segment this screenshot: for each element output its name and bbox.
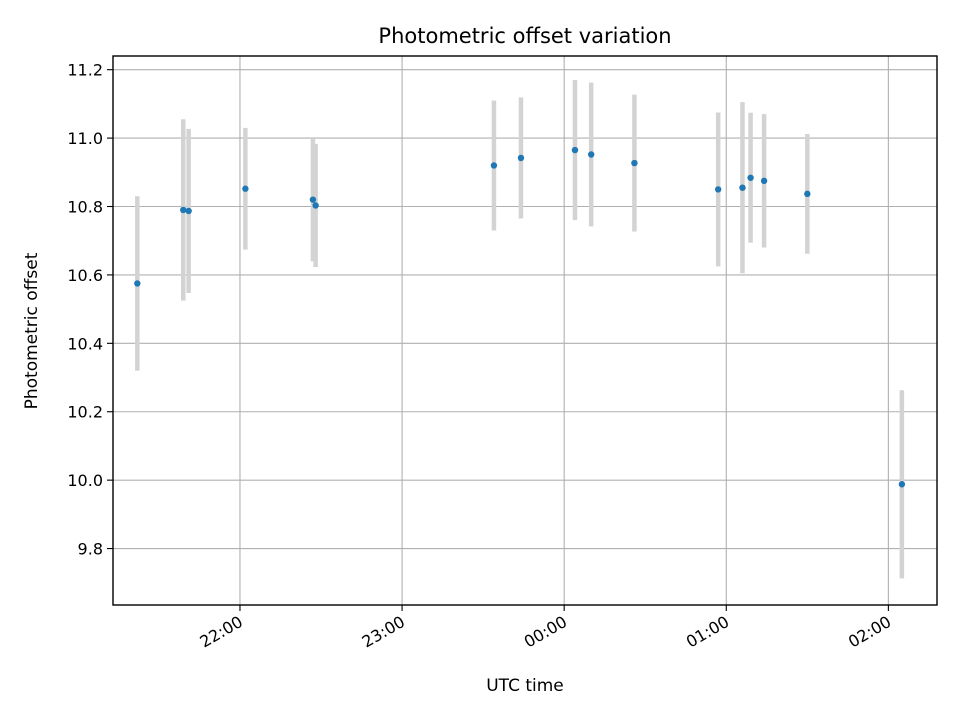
y-tick-label: 9.8 <box>78 540 103 559</box>
data-point <box>180 206 187 214</box>
data-point <box>714 186 722 193</box>
y-tick-label: 10.8 <box>67 198 103 217</box>
y-tick-label: 11.0 <box>67 129 103 148</box>
y-axis-title: Photometric offset <box>22 252 42 409</box>
plot-frame <box>112 55 938 606</box>
grid-layer <box>113 56 937 605</box>
data-point <box>739 184 746 191</box>
data-point <box>631 159 638 167</box>
y-tick-label: 10.2 <box>67 403 103 422</box>
data-point <box>571 146 579 154</box>
data-point <box>309 196 317 203</box>
data-point <box>242 185 249 192</box>
x-axis-title: UTC time <box>486 676 564 696</box>
data-point <box>517 154 525 162</box>
y-tick-label: 11.2 <box>67 61 103 80</box>
y-tick-label: 10.4 <box>67 334 103 353</box>
y-tick-label: 10.0 <box>67 471 103 490</box>
data-point <box>490 162 498 169</box>
data-point <box>312 202 319 209</box>
data-layer <box>134 79 906 579</box>
data-point <box>760 177 768 185</box>
chart-title: Photometric offset variation <box>378 24 671 48</box>
data-point <box>587 151 595 158</box>
y-tick-label: 10.6 <box>67 266 103 285</box>
data-point <box>898 481 906 488</box>
data-point <box>185 207 192 215</box>
data-point <box>747 174 754 181</box>
data-point <box>804 190 811 198</box>
data-point <box>134 280 141 287</box>
